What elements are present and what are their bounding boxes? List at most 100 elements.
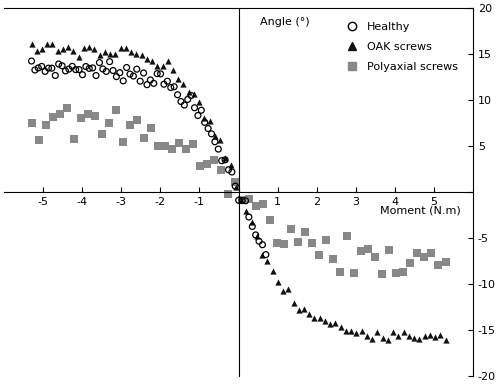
- Polyaxial screws: [301, 229, 309, 235]
- Healthy: [119, 78, 127, 84]
- OAK screws: [85, 44, 93, 51]
- Healthy: [116, 69, 124, 76]
- Polyaxial screws: [48, 114, 56, 120]
- OAK screws: [206, 118, 214, 124]
- Healthy: [180, 102, 188, 108]
- OAK screws: [352, 330, 360, 336]
- Healthy: [211, 139, 219, 145]
- Healthy: [184, 96, 192, 103]
- OAK screws: [405, 333, 413, 339]
- OAK screws: [48, 41, 56, 47]
- Polyaxial screws: [140, 135, 148, 142]
- OAK screws: [279, 288, 287, 294]
- OAK screws: [347, 328, 355, 335]
- Healthy: [150, 80, 158, 86]
- Polyaxial screws: [266, 217, 274, 223]
- OAK screws: [190, 91, 198, 97]
- OAK screws: [295, 306, 303, 313]
- Polyaxial screws: [358, 248, 366, 254]
- Polyaxial screws: [329, 256, 337, 262]
- Healthy: [221, 157, 229, 163]
- Polyaxial screws: [133, 117, 141, 124]
- Healthy: [170, 84, 178, 90]
- Polyaxial screws: [34, 137, 42, 143]
- Polyaxial screws: [161, 143, 169, 149]
- Polyaxial screws: [372, 254, 380, 260]
- Healthy: [174, 91, 182, 98]
- Polyaxial screws: [98, 131, 106, 137]
- Polyaxial screws: [259, 201, 267, 207]
- OAK screws: [400, 329, 407, 335]
- OAK screws: [258, 252, 266, 258]
- Polyaxial screws: [70, 135, 78, 142]
- OAK screws: [64, 44, 72, 51]
- OAK screws: [321, 318, 329, 325]
- OAK screws: [122, 45, 130, 51]
- OAK screws: [290, 300, 298, 306]
- Polyaxial screws: [182, 146, 190, 152]
- OAK screws: [310, 315, 318, 322]
- OAK screws: [410, 335, 418, 341]
- Polyaxial screws: [322, 237, 330, 243]
- Healthy: [122, 64, 130, 71]
- Polyaxial screws: [28, 120, 36, 127]
- Healthy: [245, 214, 253, 220]
- Polyaxial screws: [392, 269, 400, 276]
- Healthy: [75, 66, 83, 73]
- OAK screws: [106, 51, 114, 57]
- OAK screws: [316, 315, 324, 321]
- Healthy: [72, 66, 80, 73]
- Text: Moment (N.m): Moment (N.m): [380, 206, 461, 216]
- Polyaxial screws: [104, 120, 112, 126]
- Polyaxial screws: [428, 250, 436, 256]
- Healthy: [214, 146, 222, 152]
- OAK screws: [184, 89, 192, 95]
- OAK screws: [211, 133, 219, 139]
- OAK screws: [284, 286, 292, 292]
- Healthy: [262, 252, 270, 258]
- Healthy: [99, 66, 107, 72]
- Polyaxial screws: [224, 191, 232, 197]
- Healthy: [112, 74, 120, 80]
- OAK screws: [169, 67, 177, 73]
- OAK screws: [358, 328, 366, 334]
- OAK screws: [326, 321, 334, 327]
- Healthy: [88, 65, 96, 71]
- Healthy: [248, 223, 256, 230]
- Polyaxial screws: [217, 167, 225, 173]
- OAK screws: [32, 47, 40, 54]
- Polyaxial screws: [287, 225, 295, 232]
- OAK screws: [28, 41, 36, 47]
- Healthy: [204, 125, 212, 132]
- Polyaxial screws: [364, 246, 372, 252]
- OAK screws: [38, 46, 46, 52]
- OAK screws: [378, 335, 386, 341]
- Healthy: [258, 242, 266, 248]
- OAK screws: [195, 99, 203, 105]
- OAK screws: [96, 51, 104, 58]
- Polyaxial screws: [112, 107, 120, 113]
- OAK screws: [164, 58, 172, 64]
- OAK screws: [394, 333, 402, 339]
- OAK screws: [54, 47, 62, 54]
- OAK screws: [154, 63, 162, 69]
- Polyaxial screws: [350, 270, 358, 276]
- OAK screws: [143, 56, 151, 62]
- Healthy: [255, 238, 263, 244]
- Healthy: [85, 65, 93, 71]
- Polyaxial screws: [294, 239, 302, 245]
- Polyaxial screws: [154, 143, 162, 149]
- Healthy: [252, 232, 260, 238]
- OAK screws: [363, 333, 371, 339]
- Healthy: [208, 131, 216, 137]
- Healthy: [102, 68, 110, 74]
- Polyaxial screws: [196, 163, 204, 169]
- Healthy: [34, 65, 42, 71]
- OAK screws: [436, 332, 444, 339]
- OAK screws: [116, 45, 124, 51]
- OAK screws: [264, 257, 272, 264]
- Healthy: [44, 65, 52, 71]
- Polyaxial screws: [414, 250, 422, 256]
- OAK screws: [416, 335, 424, 342]
- Text: Angle (°): Angle (°): [260, 17, 310, 27]
